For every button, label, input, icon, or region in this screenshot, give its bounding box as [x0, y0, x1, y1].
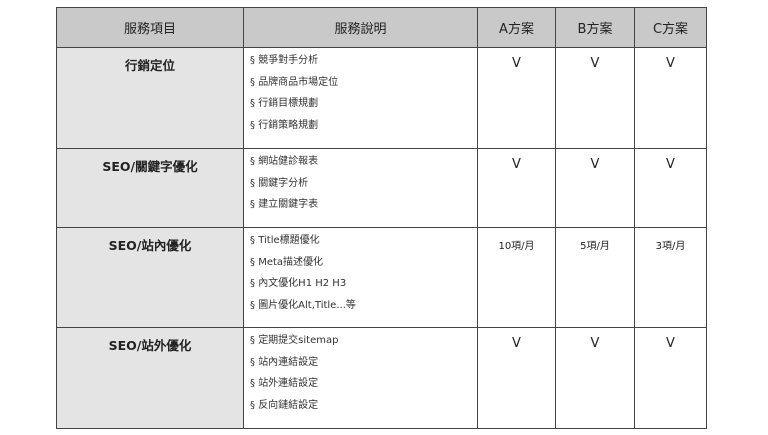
plan-b-value: V	[555, 327, 635, 429]
table-row: 行銷定位 § 競爭對手分析 § 品牌商品市場定位 § 行銷目標規劃 § 行銷策略…	[56, 47, 707, 149]
description-item: § 網站健診報表	[250, 156, 319, 167]
service-description: § 競爭對手分析 § 品牌商品市場定位 § 行銷目標規劃 § 行銷策略規劃	[243, 47, 478, 149]
description-item: § 圖片優化Alt,Title...等	[250, 299, 356, 311]
table-row: SEO/關鍵字優化 § 網站健診報表 § 關鍵字分析 § 建立關鍵字表 V V …	[56, 148, 707, 228]
plan-c-value: V	[634, 148, 707, 228]
plan-c-value: 3項/月	[634, 227, 707, 328]
description-item: § 競爭對手分析	[250, 55, 319, 66]
table-row: SEO/站內優化 § Title標題優化 § Meta描述優化 § 內文優化H1…	[56, 227, 707, 328]
header-plan-c: C方案	[634, 7, 707, 48]
header-plan-b: B方案	[555, 7, 635, 48]
description-item: § Meta描述優化	[250, 256, 324, 268]
description-item: § 行銷策略規劃	[250, 119, 319, 131]
header-plan-a: A方案	[477, 7, 556, 48]
description-item: § 建立關鍵字表	[250, 199, 319, 210]
plan-b-value: V	[555, 148, 635, 228]
plan-b-value: 5項/月	[555, 227, 635, 328]
description-item: § 內文優化H1 H2 H3	[250, 278, 347, 289]
description-item: § 關鍵字分析	[250, 177, 309, 189]
plan-a-value: V	[477, 148, 556, 228]
plan-a-value: V	[477, 327, 556, 429]
header-service-item: 服務項目	[56, 7, 244, 48]
plan-c-value: V	[634, 47, 707, 149]
description-item: § 站內連結設定	[250, 356, 319, 368]
description-item: § 定期提交sitemap	[250, 335, 339, 346]
service-description: § 定期提交sitemap § 站內連結設定 § 站外連結設定 § 反向鏈結設定	[243, 327, 478, 429]
service-item: SEO/站內優化	[56, 227, 244, 328]
plan-a-value: 10項/月	[477, 227, 556, 328]
service-item: SEO/關鍵字優化	[56, 148, 244, 228]
description-item: § 反向鏈結設定	[250, 399, 319, 411]
service-plan-table: 服務項目 服務說明 A方案 B方案 C方案 行銷定位 § 競爭對手分析 § 品牌…	[56, 7, 707, 429]
description-item: § Title標題優化	[250, 235, 320, 246]
header-service-description: 服務說明	[243, 7, 478, 48]
service-item: SEO/站外優化	[56, 327, 244, 429]
plan-b-value: V	[555, 47, 635, 149]
service-item: 行銷定位	[56, 47, 244, 149]
table-row: SEO/站外優化 § 定期提交sitemap § 站內連結設定 § 站外連結設定…	[56, 327, 707, 429]
service-description: § Title標題優化 § Meta描述優化 § 內文優化H1 H2 H3 § …	[243, 227, 478, 328]
description-item: § 行銷目標規劃	[250, 98, 319, 109]
description-item: § 品牌商品市場定位	[250, 76, 339, 88]
plan-a-value: V	[477, 47, 556, 149]
plan-c-value: V	[634, 327, 707, 429]
service-description: § 網站健診報表 § 關鍵字分析 § 建立關鍵字表	[243, 148, 478, 228]
header-row: 服務項目 服務說明 A方案 B方案 C方案	[56, 7, 707, 48]
description-item: § 站外連結設定	[250, 378, 319, 389]
